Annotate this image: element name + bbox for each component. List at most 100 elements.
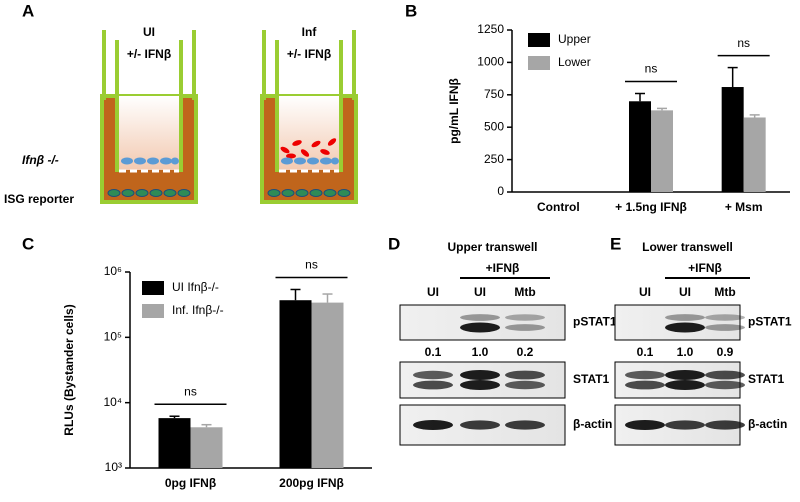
well-treatment: +/- IFNβ [287, 47, 331, 61]
well-label: Inf [302, 25, 318, 39]
quantification: 1.0 [677, 345, 694, 359]
blot-band [665, 420, 705, 430]
blot-band [460, 380, 500, 390]
blot-band [705, 370, 745, 380]
blot-band [625, 370, 665, 380]
y-tick-label: 1000 [477, 55, 504, 69]
blot-band [505, 420, 545, 430]
panel-letter: B [405, 1, 417, 20]
blot-band [505, 380, 545, 390]
panel-letter: D [388, 234, 400, 253]
error-bar [727, 66, 738, 88]
band-label: STAT1 [748, 372, 785, 386]
bar [629, 101, 651, 192]
blot-band [705, 324, 745, 331]
band-label: β-actin [748, 417, 787, 431]
bar [279, 300, 312, 468]
quantification: 0.1 [425, 345, 442, 359]
panel-letter: E [610, 234, 621, 253]
blot-band [505, 324, 545, 331]
x-tick-label: 200pg IFNβ [279, 476, 344, 490]
legend-swatch [528, 56, 550, 70]
blot-title: Lower transwell [642, 240, 733, 254]
cell-label: Ifnβ -/- [22, 153, 59, 167]
blot-band [625, 420, 665, 430]
y-tick-label: 250 [484, 152, 504, 166]
x-tick-label: Control [537, 200, 580, 214]
blot-band [460, 314, 500, 321]
bar [190, 427, 223, 468]
treatment-label: +IFNβ [486, 261, 520, 275]
cell-label: ISG reporter [4, 192, 74, 206]
well-treatment: +/- IFNβ [127, 47, 171, 61]
band-label: STAT1 [573, 372, 610, 386]
blot-band [705, 380, 745, 390]
y-tick-label: 0 [497, 184, 504, 198]
x-tick-label: + Msm [725, 200, 763, 214]
y-tick-label: 1250 [477, 22, 504, 36]
x-tick-label: 0pg IFNβ [165, 476, 216, 490]
band-label: β-actin [573, 417, 612, 431]
panel-letter: C [22, 234, 34, 253]
error-bar [290, 288, 301, 301]
blot-band [625, 380, 665, 390]
legend-swatch [142, 304, 164, 318]
error-bar [657, 107, 667, 111]
lane-label: Mtb [514, 285, 535, 299]
y-axis-label: RLUs (Bystander cells) [62, 304, 76, 435]
lane-label: UI [474, 285, 486, 299]
legend-label: Inf. Ifnβ-/- [172, 303, 224, 317]
x-tick-label: + 1.5ng IFNβ [615, 200, 687, 214]
significance-label: ns [305, 258, 318, 272]
quantification: 1.0 [472, 345, 489, 359]
band-label: pSTAT1 [748, 315, 792, 329]
lane-label: UI [427, 285, 439, 299]
blot-band [460, 370, 500, 380]
treatment-label: +IFNβ [688, 261, 722, 275]
quantification: 0.1 [637, 345, 654, 359]
error-bar [749, 114, 760, 118]
blot-band [413, 380, 453, 390]
y-tick-label: 500 [484, 119, 504, 133]
transwell [100, 30, 198, 204]
significance-label: ns [737, 36, 750, 50]
bar [743, 117, 766, 192]
error-bar [322, 293, 333, 303]
well-label: UI [143, 25, 155, 39]
blot-band [665, 322, 705, 333]
blot-band [665, 314, 705, 321]
blot-title: Upper transwell [447, 240, 537, 254]
blot-image [614, 304, 741, 341]
y-tick-label: 10⁴ [103, 395, 122, 409]
blot-band [505, 370, 545, 380]
y-tick-label: 10⁵ [104, 330, 122, 344]
y-tick-label: 750 [484, 87, 504, 101]
blot-band [413, 420, 453, 430]
legend-swatch [528, 33, 550, 47]
error-bar [201, 423, 212, 428]
transwell [260, 30, 358, 204]
error-bar [169, 415, 180, 419]
error-bar [635, 92, 645, 102]
bar [158, 418, 191, 468]
blot-band [460, 322, 500, 333]
quantification: 0.9 [717, 345, 734, 359]
blot-band [705, 420, 745, 430]
blot-band [665, 370, 705, 380]
blot-band [413, 370, 453, 380]
panel-letter: A [22, 1, 34, 20]
quantification: 0.2 [517, 345, 534, 359]
blot-band [460, 420, 500, 430]
y-axis-label: pg/mL IFNβ [447, 78, 461, 144]
legend-swatch [142, 281, 164, 295]
significance-label: ns [645, 62, 658, 76]
significance-label: ns [184, 384, 197, 398]
bar [651, 110, 673, 192]
legend-label: UI Ifnβ-/- [172, 280, 219, 294]
blot-image [399, 304, 566, 341]
y-tick-label: 10³ [105, 460, 122, 474]
bar [311, 302, 344, 468]
blot-band [505, 314, 545, 321]
legend-label: Upper [558, 32, 591, 46]
